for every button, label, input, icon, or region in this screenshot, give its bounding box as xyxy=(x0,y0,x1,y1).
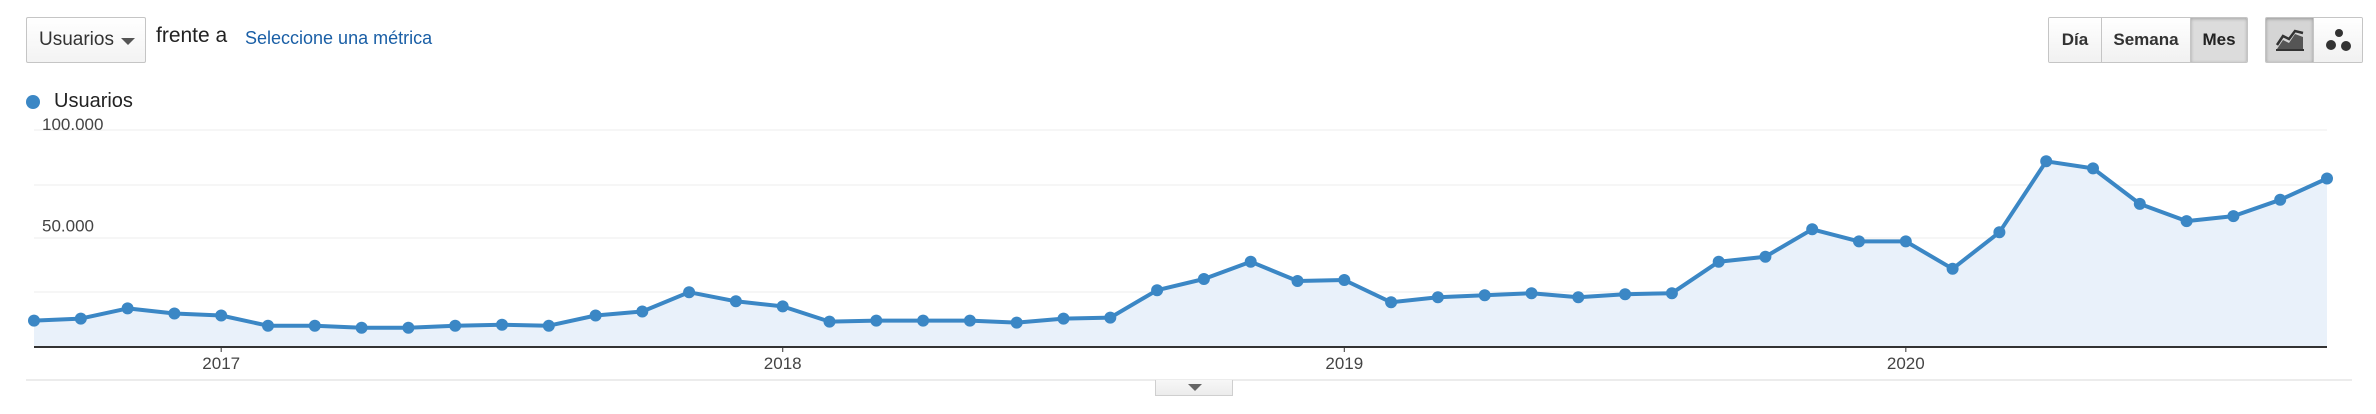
data-point[interactable] xyxy=(2321,172,2333,185)
data-point[interactable] xyxy=(823,315,836,328)
data-point[interactable] xyxy=(355,321,368,334)
data-point[interactable] xyxy=(1619,288,1632,301)
data-point[interactable] xyxy=(636,305,649,318)
chevron-down-icon xyxy=(1188,384,1202,391)
data-point[interactable] xyxy=(1759,250,1772,263)
data-point[interactable] xyxy=(402,321,415,334)
x-tick-label: 2018 xyxy=(764,354,802,373)
series-line xyxy=(33,159,2328,330)
data-point[interactable] xyxy=(1853,235,1865,248)
metric-dropdown-label: Usuarios xyxy=(39,29,114,50)
data-point[interactable] xyxy=(1806,223,1819,236)
data-point[interactable] xyxy=(2133,197,2146,210)
data-point[interactable] xyxy=(917,314,930,327)
series-points xyxy=(28,155,2333,334)
data-point[interactable] xyxy=(870,314,883,327)
period-month-button[interactable]: Mes xyxy=(2191,18,2247,62)
data-point[interactable] xyxy=(589,309,602,322)
data-point[interactable] xyxy=(1572,291,1585,304)
period-week-button[interactable]: Semana xyxy=(2102,18,2191,62)
y-tick-label: 100.000 xyxy=(42,115,103,134)
data-point[interactable] xyxy=(1151,284,1164,297)
data-point[interactable] xyxy=(1993,226,2006,239)
data-point[interactable] xyxy=(74,312,87,325)
x-tick-label: 2019 xyxy=(1325,354,1363,373)
data-point[interactable] xyxy=(1338,274,1351,286)
data-point[interactable] xyxy=(1057,312,1070,325)
data-point[interactable] xyxy=(215,309,228,322)
x-axis-ticks: 2017 2018 2019 2020 xyxy=(202,347,1925,373)
y-axis-ticks: 50.000 100.000 xyxy=(42,115,103,236)
data-point[interactable] xyxy=(308,319,321,332)
y-tick-label: 50.000 xyxy=(42,217,94,236)
data-point[interactable] xyxy=(1946,262,1959,275)
data-point[interactable] xyxy=(28,314,40,327)
data-point[interactable] xyxy=(1712,255,1725,268)
x-tick-label: 2017 xyxy=(202,354,240,373)
data-point[interactable] xyxy=(121,302,134,315)
chart-legend: Usuarios xyxy=(26,90,133,113)
motion-chart-button[interactable] xyxy=(2314,18,2362,62)
expand-chart-tab[interactable] xyxy=(1155,380,1233,396)
data-point[interactable] xyxy=(496,318,508,331)
chart-type-selector xyxy=(2265,17,2363,63)
chevron-down-icon xyxy=(121,38,135,45)
data-point[interactable] xyxy=(1385,296,1398,309)
data-point[interactable] xyxy=(1244,255,1257,268)
data-point[interactable] xyxy=(1010,316,1023,329)
data-point[interactable] xyxy=(1104,311,1117,324)
series-area xyxy=(34,161,2327,347)
line-chart-icon xyxy=(2275,29,2304,51)
motion-chart-icon xyxy=(2326,29,2351,51)
series-dot-icon xyxy=(26,94,40,109)
data-point[interactable] xyxy=(729,295,742,308)
period-selector: Día Semana Mes xyxy=(2048,17,2248,63)
data-point[interactable] xyxy=(1431,291,1444,304)
data-point[interactable] xyxy=(2040,155,2053,168)
data-point[interactable] xyxy=(2274,193,2287,206)
line-chart-button[interactable] xyxy=(2266,18,2314,62)
data-point[interactable] xyxy=(449,319,462,332)
data-point[interactable] xyxy=(168,307,181,320)
data-point[interactable] xyxy=(963,314,976,327)
data-point[interactable] xyxy=(542,319,555,332)
data-point[interactable] xyxy=(1478,289,1491,302)
data-point[interactable] xyxy=(776,300,789,313)
legend-label: Usuarios xyxy=(54,90,133,112)
versus-label: frente a xyxy=(156,24,228,47)
chart-grid xyxy=(34,129,2327,293)
data-point[interactable] xyxy=(2227,210,2240,223)
data-point[interactable] xyxy=(262,319,274,332)
metric-dropdown[interactable]: Usuarios xyxy=(26,17,146,63)
data-point[interactable] xyxy=(2087,162,2099,175)
data-point[interactable] xyxy=(683,286,696,299)
data-point[interactable] xyxy=(1291,275,1304,287)
data-point[interactable] xyxy=(1899,235,1912,248)
data-point[interactable] xyxy=(1665,287,1678,300)
data-point[interactable] xyxy=(2180,215,2193,228)
select-metric-link[interactable]: Seleccione una métrica xyxy=(245,28,433,48)
period-day-button[interactable]: Día xyxy=(2049,18,2102,62)
x-tick-label: 2020 xyxy=(1887,354,1925,373)
data-point[interactable] xyxy=(1525,287,1538,300)
data-point[interactable] xyxy=(1197,273,1210,285)
